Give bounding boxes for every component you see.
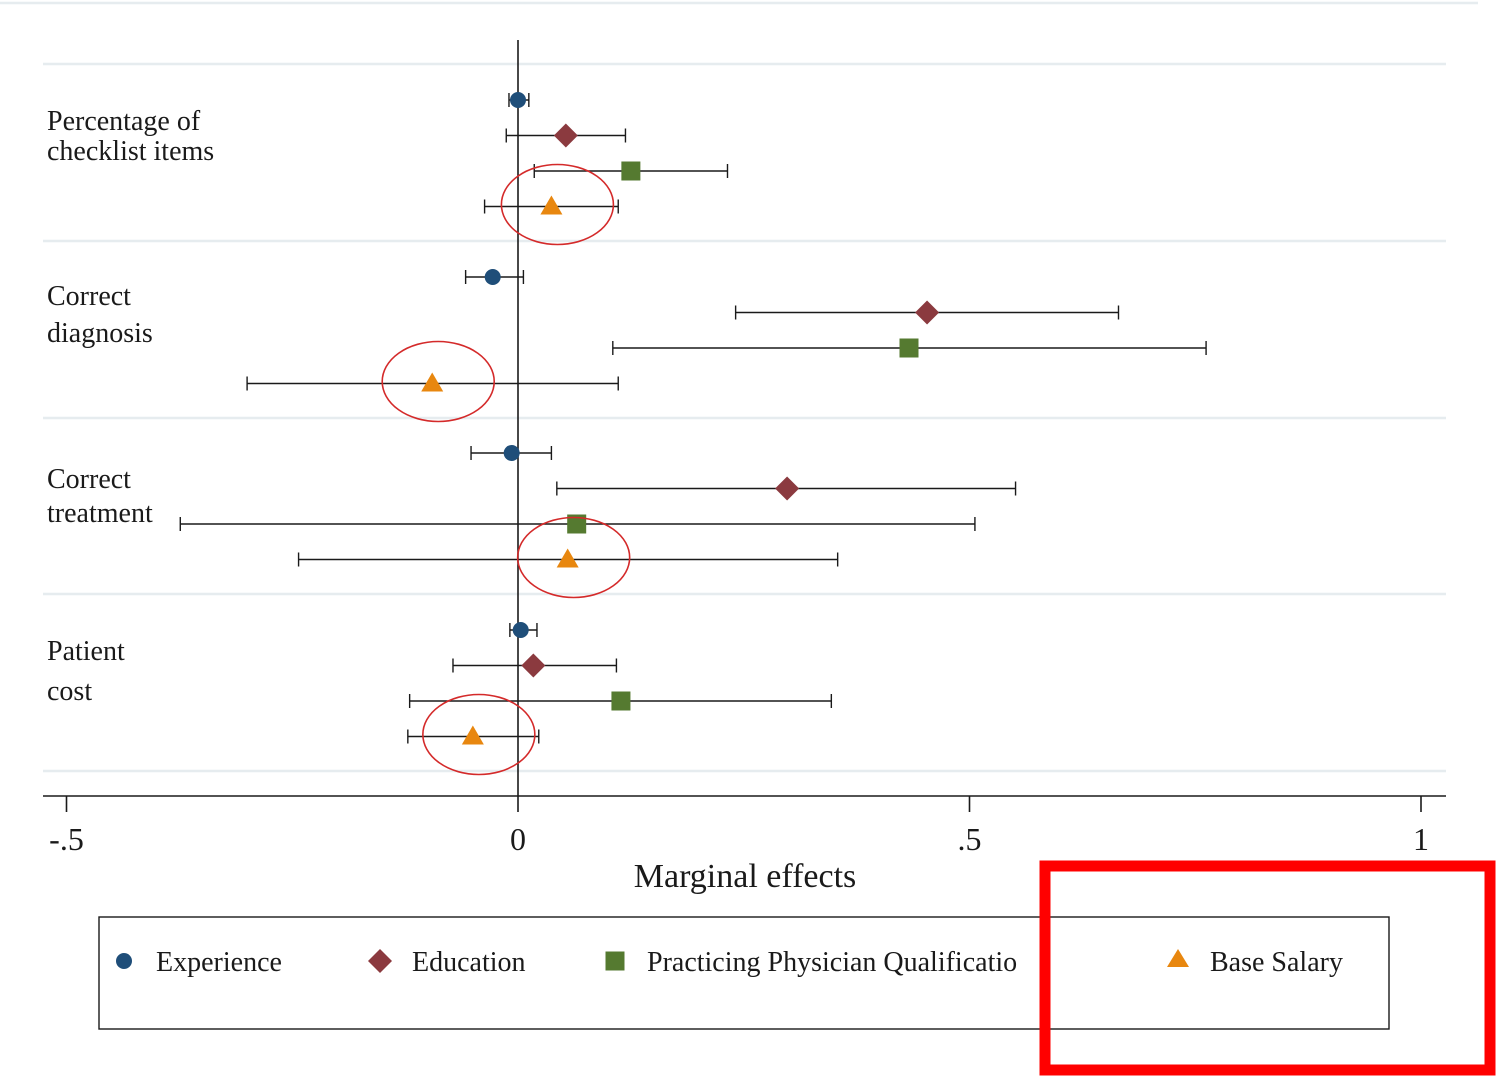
marker-square-0 xyxy=(621,161,641,181)
x-tick-label-1: 0 xyxy=(510,821,526,857)
marker-triangle-3 xyxy=(461,725,484,745)
annotation-circle-1 xyxy=(381,340,496,423)
x-axis-title: Marginal effects xyxy=(634,858,857,895)
legend-entry-3: Base Salary xyxy=(1167,947,1343,978)
category-labels: Percentage of checklist items Correct diagn… xyxy=(47,106,214,707)
marker-circle-2 xyxy=(503,445,520,461)
marker-diamond-3 xyxy=(521,653,546,678)
marker-diamond-1 xyxy=(915,300,940,325)
highlight-box xyxy=(1039,860,1496,1076)
annotation-circle-0 xyxy=(500,163,615,246)
point-estimates xyxy=(421,92,940,745)
x-tick-label-2: .5 xyxy=(958,821,982,857)
category-label-3: Patient cost xyxy=(47,636,125,707)
x-axis-ticks: -.5 0 .5 1 xyxy=(49,796,1429,857)
grid-lines xyxy=(43,62,1446,773)
marker-triangle-0 xyxy=(540,195,563,215)
x-tick-label-0: -.5 xyxy=(49,821,84,857)
category-label-1: Correct diagnosis xyxy=(47,281,153,349)
legend-label-0: Experience xyxy=(156,947,282,978)
marker-diamond-2 xyxy=(775,476,800,501)
legend-entry-1: Education xyxy=(368,947,526,978)
annotation-circle-3 xyxy=(422,693,536,776)
x-tick-label-3: 1 xyxy=(1413,821,1429,857)
category-label-0: Percentage of checklist items xyxy=(47,106,214,167)
legend-entries: Experience Education Practicing Physician … xyxy=(116,947,1343,978)
legend-label-2: Practicing Physician Qualificatio xyxy=(647,947,1017,978)
marker-square-3 xyxy=(611,691,631,711)
category-label-2: Correct treatment xyxy=(47,464,153,529)
legend-box xyxy=(98,916,1390,1030)
marker-triangle-2 xyxy=(556,548,579,568)
legend-label-1: Education xyxy=(412,947,526,978)
legend-entry-2: Practicing Physician Qualificatio xyxy=(605,947,1017,978)
legend-entry-0: Experience xyxy=(116,947,282,978)
legend-label-3: Base Salary xyxy=(1210,947,1343,978)
circle-annotations xyxy=(381,163,631,776)
marker-diamond-0 xyxy=(553,123,578,148)
marker-square-1 xyxy=(899,338,919,358)
annotation-circle-2 xyxy=(516,516,631,599)
marker-square-2 xyxy=(567,514,587,534)
marker-circle-1 xyxy=(484,269,501,285)
marker-circle-3 xyxy=(512,622,529,638)
marker-triangle-1 xyxy=(421,372,444,392)
marker-circle-0 xyxy=(510,92,526,108)
